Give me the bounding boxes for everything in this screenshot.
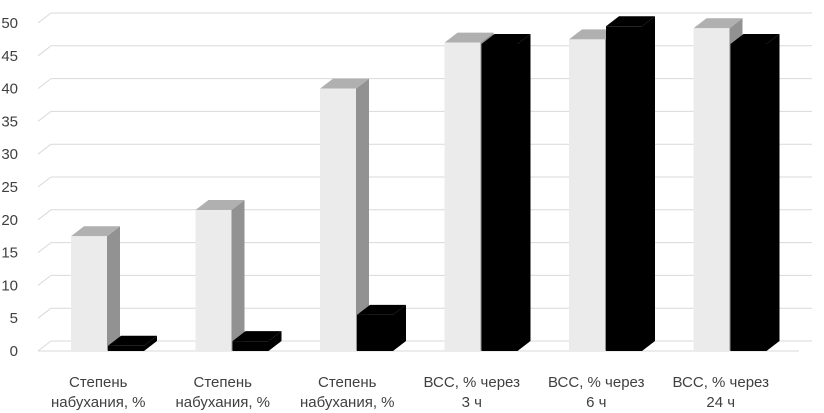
bar-side bbox=[107, 226, 120, 351]
y-tick-label: 30 bbox=[1, 146, 18, 163]
gridline-diagonal bbox=[37, 143, 52, 155]
bar-front bbox=[693, 28, 730, 352]
gridline-diagonal bbox=[37, 111, 52, 122]
bar bbox=[71, 226, 120, 351]
x-tick-label: Степень набухания, % bbox=[175, 374, 270, 411]
bar-top bbox=[693, 18, 743, 29]
bar-top bbox=[320, 78, 369, 89]
gridline-diagonal bbox=[37, 45, 52, 57]
bar-top bbox=[357, 304, 406, 315]
bar-side bbox=[356, 78, 369, 351]
y-axis: 0 5 10 15 20 25 30 35 40 45 50 bbox=[1, 15, 18, 360]
x-tick-label: Степень набухания, % bbox=[51, 374, 146, 411]
gridline-diagonal bbox=[37, 275, 52, 286]
bar bbox=[108, 335, 157, 351]
y-tick-label: 40 bbox=[1, 81, 18, 98]
bar-top bbox=[232, 331, 282, 342]
bar-front bbox=[357, 314, 393, 351]
bar bbox=[320, 78, 369, 351]
bar bbox=[730, 33, 780, 351]
bar bbox=[232, 331, 282, 351]
bar-front bbox=[232, 341, 269, 351]
y-tick-label: 5 bbox=[10, 310, 18, 327]
bars bbox=[71, 16, 780, 352]
bar-side bbox=[144, 335, 157, 351]
y-tick-label: 50 bbox=[1, 15, 18, 32]
x-axis: Степень набухания, % Степень набухания, % Ст… bbox=[51, 374, 769, 411]
y-tick-label: 20 bbox=[1, 212, 18, 229]
y-tick-label: 35 bbox=[1, 113, 18, 130]
gridline-diagonal bbox=[37, 242, 52, 253]
bar-top bbox=[569, 29, 618, 40]
bar-front bbox=[71, 236, 107, 351]
bar-top bbox=[108, 335, 157, 346]
y-tick-label: 10 bbox=[1, 277, 18, 294]
gridline-diagonal bbox=[37, 176, 52, 188]
gridlines bbox=[37, 12, 812, 352]
bar-front bbox=[108, 345, 144, 351]
bar-front bbox=[730, 43, 767, 351]
y-tick-label: 0 bbox=[10, 343, 18, 360]
bar-front bbox=[320, 88, 356, 351]
y-tick-label: 25 bbox=[1, 179, 18, 196]
gridline-diagonal bbox=[37, 307, 52, 319]
bar-top bbox=[730, 33, 780, 44]
gridline-diagonal bbox=[37, 78, 52, 89]
bar-side bbox=[766, 33, 780, 351]
bar bbox=[357, 304, 406, 351]
gridline-diagonal bbox=[37, 340, 52, 352]
x-tick-label: Степень набухания, % bbox=[300, 374, 395, 411]
bar-top bbox=[606, 16, 655, 27]
bar-top bbox=[444, 32, 494, 43]
bar-top bbox=[195, 199, 245, 210]
x-tick-label: ВСС, % через 24 ч bbox=[673, 374, 770, 411]
y-tick-label: 45 bbox=[1, 48, 18, 65]
bar-top bbox=[71, 226, 120, 237]
bar-front bbox=[444, 42, 481, 352]
x-tick-label: ВСС, % через 6 ч bbox=[548, 374, 645, 411]
bar-side bbox=[231, 199, 245, 351]
bar-side bbox=[642, 16, 655, 352]
bar-side bbox=[268, 331, 282, 351]
bar bbox=[195, 199, 245, 351]
bar bbox=[481, 33, 531, 351]
bar-front bbox=[606, 26, 642, 352]
bar-top bbox=[481, 33, 531, 44]
x-tick-label: ВСС, % через 3 ч bbox=[424, 374, 521, 411]
bar-side bbox=[517, 33, 531, 351]
gridline-diagonal bbox=[37, 12, 52, 24]
bar-side bbox=[393, 304, 406, 351]
bar-front bbox=[195, 209, 232, 351]
y-tick-label: 15 bbox=[1, 245, 18, 262]
bar-front bbox=[569, 39, 605, 352]
bar bbox=[606, 16, 655, 352]
bar-front bbox=[481, 43, 518, 351]
gridline-diagonal bbox=[37, 209, 52, 221]
